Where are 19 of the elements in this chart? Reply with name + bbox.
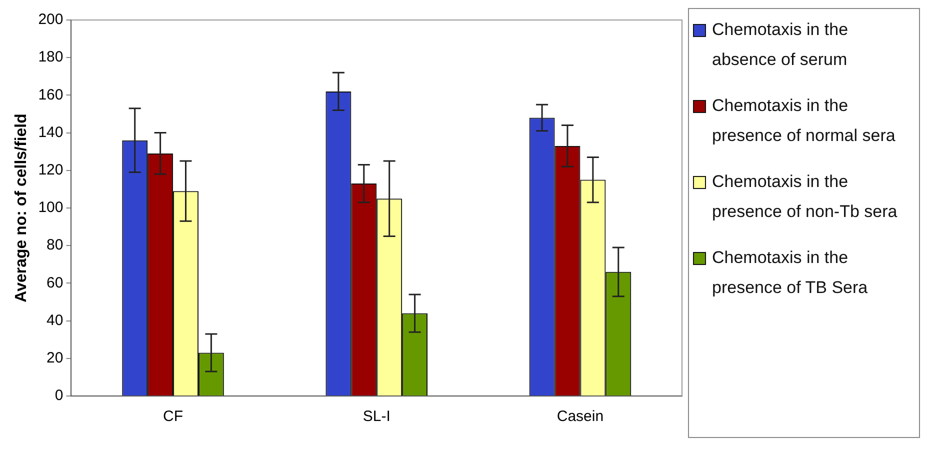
y-tick-label: 40 <box>46 312 64 329</box>
y-tick-label: 140 <box>38 124 64 141</box>
legend-label: Chemotaxis in the presence of non-Tb sera <box>712 171 898 223</box>
y-tick-label: 120 <box>38 162 64 179</box>
x-tick-label: SL-I <box>362 408 390 426</box>
legend-label: Chemotaxis in the presence of normal sera <box>712 95 896 147</box>
y-tick-label: 60 <box>46 274 64 292</box>
x-tick-label: CF <box>163 408 184 426</box>
x-tick-label: Casein <box>556 408 604 426</box>
y-tick-label: 180 <box>38 48 64 66</box>
y-tick-label: 0 <box>54 387 64 404</box>
y-tick-label: 20 <box>46 350 64 367</box>
y-tick-label: 80 <box>46 236 64 254</box>
y-axis-title: Average no: of cells/field <box>13 114 30 302</box>
y-tick-label: 100 <box>38 199 64 216</box>
legend-label: Chemotaxis in the presence of TB Sera <box>712 247 869 299</box>
y-tick-label: 200 <box>38 11 64 28</box>
y-tick-label: 160 <box>38 86 64 104</box>
legend-label: Chemotaxis in the absence of serum <box>712 19 850 71</box>
